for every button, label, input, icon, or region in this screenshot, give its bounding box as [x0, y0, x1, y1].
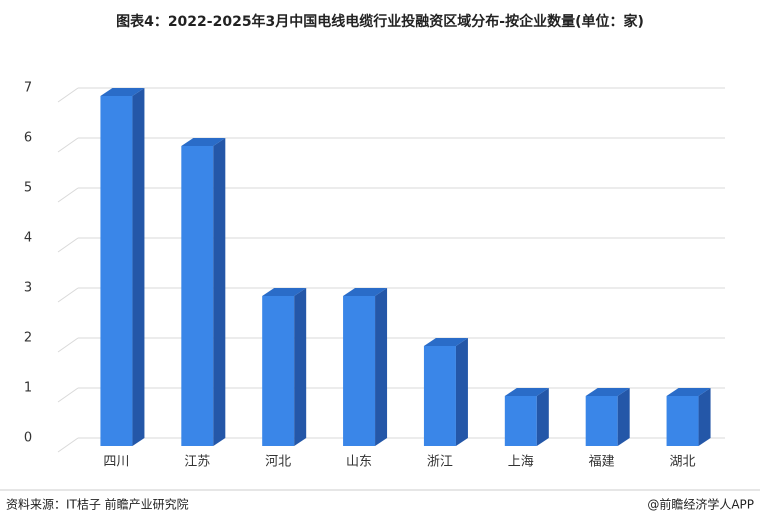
x-tick-label: 四川 — [103, 455, 129, 470]
bar — [423, 338, 468, 446]
bar-front — [504, 396, 537, 446]
y-tick-label: 2 — [24, 331, 32, 346]
grid-line-side — [57, 137, 79, 153]
grid-line-side — [57, 387, 79, 403]
bar-top — [585, 388, 630, 396]
x-tick-label: 河北 — [265, 455, 291, 470]
grid-line-side — [57, 87, 79, 103]
bar-front — [666, 396, 699, 446]
bar-side — [294, 288, 307, 446]
grid-line-side — [57, 187, 79, 203]
bar-front — [343, 296, 376, 446]
bar — [181, 138, 226, 446]
bar-front — [181, 146, 214, 446]
bar-side — [617, 388, 630, 446]
bar-front — [262, 296, 295, 446]
bar-top — [181, 138, 226, 146]
bar — [100, 88, 145, 446]
grid-line-side — [57, 437, 79, 453]
x-tick-label: 湖北 — [670, 455, 696, 470]
bar-top — [504, 388, 549, 396]
chart-title: 图表4：2022-2025年3月中国电线电缆行业投融资区域分布-按企业数量(单位… — [116, 13, 644, 30]
bar-top — [100, 88, 145, 96]
bar — [343, 288, 388, 446]
bar — [262, 288, 307, 446]
source: 资料来源：IT桔子 前瞻产业研究院 — [6, 497, 189, 512]
bar — [504, 388, 549, 446]
x-tick-label: 上海 — [508, 455, 534, 470]
bar-side — [455, 338, 468, 446]
y-tick-label: 6 — [24, 131, 32, 146]
grid-line-side — [57, 287, 79, 303]
bar-side — [698, 388, 711, 446]
x-tick-label: 山东 — [346, 455, 372, 470]
y-tick-label: 3 — [24, 281, 32, 296]
bar-side — [536, 388, 549, 446]
bar-top — [262, 288, 307, 296]
bar-front — [100, 96, 133, 446]
x-tick-label: 福建 — [589, 455, 615, 470]
y-tick-label: 4 — [24, 231, 32, 246]
y-tick-label: 5 — [24, 181, 32, 196]
x-tick-label: 江苏 — [184, 454, 210, 470]
credit: @前瞻经济学人APP — [647, 497, 754, 512]
bar-side — [132, 88, 145, 446]
y-tick-label: 0 — [24, 431, 32, 446]
grid-line-side — [57, 337, 79, 353]
bar — [666, 388, 711, 446]
bar-side — [213, 138, 226, 446]
bar-side — [375, 288, 388, 446]
bar-front — [423, 346, 456, 446]
bar-top — [423, 338, 468, 346]
grid-line-side — [57, 237, 79, 253]
y-tick-label: 1 — [24, 381, 32, 396]
x-tick-label: 浙江 — [427, 455, 453, 470]
y-tick-label: 7 — [24, 81, 32, 96]
bar — [585, 388, 630, 446]
bar-top — [343, 288, 388, 296]
bar-front — [585, 396, 618, 446]
bar-top — [666, 388, 711, 396]
